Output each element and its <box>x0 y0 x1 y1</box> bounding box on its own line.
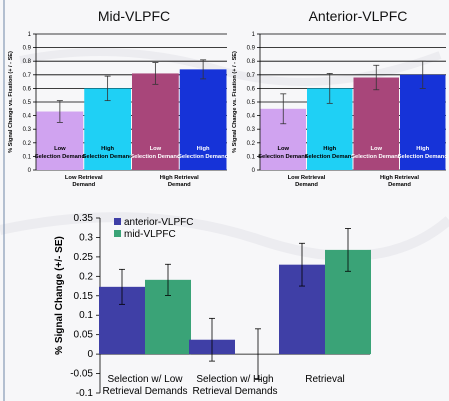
y-tick-label: 0.1 <box>247 154 256 160</box>
y-tick-label: 0.25 <box>74 252 94 263</box>
y-tick-label: 0.2 <box>79 271 93 282</box>
bar-label: Selection Demand <box>351 154 402 160</box>
group-label: Demand <box>72 182 95 188</box>
y-tick-label: 0.5 <box>23 100 32 106</box>
y-axis-label: % Signal Change vs. Fixation (+ / - SE) <box>232 51 238 153</box>
group-label: Demand <box>295 182 318 188</box>
bar-label: High <box>323 146 336 152</box>
y-tick-label: 0.5 <box>247 100 256 106</box>
legend-label: mid-VLPFC <box>124 229 176 240</box>
bar-label: Selection Demand <box>305 154 356 160</box>
y-tick-label: 0.7 <box>23 73 32 79</box>
bar-label: Selection Demand <box>130 154 181 160</box>
y-tick-label: 0.6 <box>23 86 32 92</box>
group-label: Demand <box>168 182 191 188</box>
y-tick-label: 0.3 <box>247 127 256 133</box>
bar-label: High <box>197 146 210 152</box>
bar-label: Low <box>54 146 66 152</box>
bar-label: Selection Demand <box>82 154 133 160</box>
y-tick-label: 0.8 <box>23 59 32 65</box>
comparison-chart: 0.35 0.3 0.25 0.2 0.15 0.1 0.05 0 -0.05 -0.1 % Sig… <box>54 213 371 398</box>
group-label: High Retrieval <box>160 175 199 181</box>
mid-vlpfc-chart: 0 0.1 0.2 0.3 0.4 0.5 0.6 0.7 0.8 0.9 1 % Signal Ch… <box>8 32 229 188</box>
y-tick-label: 0 <box>28 168 32 174</box>
bar-label: Low <box>150 146 162 152</box>
bar-label: High <box>101 146 114 152</box>
x-tick-label: Selection w/ Low <box>107 374 183 385</box>
y-tick-label: 0.6 <box>247 86 256 92</box>
x-tick-label: Selection w/ High <box>196 374 273 385</box>
y-tick-label: 0.3 <box>79 232 93 243</box>
bar-label: Low <box>277 146 289 152</box>
y-tick-label: 0 <box>87 349 93 360</box>
y-tick-label: 0.8 <box>247 59 256 65</box>
x-tick-label: Retrieval Demands <box>102 386 187 397</box>
x-tick-label: Retrieval Demands <box>192 386 277 397</box>
y-tick-label: -0.1 <box>76 388 94 398</box>
group-label: High Retrieval <box>380 175 419 181</box>
bar <box>400 74 446 170</box>
bar <box>84 88 131 170</box>
y-tick-label: 0.15 <box>74 291 94 302</box>
y-tick-label: 0.05 <box>74 330 94 341</box>
y-tick-label: 0.7 <box>247 73 256 79</box>
y-tick-label: 0.9 <box>247 46 256 52</box>
anterior-vlpfc-chart: 0 0.1 0.2 0.3 0.4 0.5 0.6 0.7 0.8 0.9 1 % Signal Ch… <box>232 32 449 188</box>
bar-label: Selection Demand <box>258 154 309 160</box>
legend-swatch <box>114 218 121 225</box>
group-label: Low Retrieval <box>65 175 103 181</box>
y-tick-label: 0.2 <box>23 141 32 147</box>
y-tick-label: 0 <box>252 168 256 174</box>
y-tick-label: 0.35 <box>74 213 94 224</box>
legend-label: anterior-VLPFC <box>124 217 193 228</box>
y-tick-label: 0.4 <box>247 114 256 120</box>
y-tick-label: 0.1 <box>79 310 93 321</box>
bar-label: Selection Demand <box>398 154 449 160</box>
y-tick-label: 0.1 <box>23 154 32 160</box>
group-label: Demand <box>388 182 411 188</box>
bar-label: Selection Demand <box>35 154 86 160</box>
y-axis-label: % Signal Change (+/- SE) <box>54 236 65 355</box>
bar-label: Selection Demand <box>178 154 229 160</box>
bar <box>132 73 179 170</box>
y-axis-label: % Signal Change vs. Fixation (+ / - SE) <box>8 51 14 153</box>
group-label: Low Retrieval <box>288 175 326 181</box>
bar-label: Low <box>370 146 382 152</box>
anterior-vlpfc-title: Anterior-VLPFC <box>308 8 408 24</box>
bar <box>353 77 399 170</box>
y-tick-label: 1 <box>252 32 256 38</box>
legend-swatch <box>114 230 121 237</box>
y-tick-label: 0.3 <box>23 127 32 133</box>
y-tick-label: 0.9 <box>23 46 32 52</box>
mid-vlpfc-title: Mid-VLPFC <box>97 8 171 24</box>
bar-label: High <box>416 146 429 152</box>
y-tick-label: 0.4 <box>23 114 32 120</box>
y-tick-label: -0.05 <box>70 369 93 380</box>
y-tick-label: 0.2 <box>247 141 256 147</box>
bar <box>179 69 227 170</box>
y-tick-label: 1 <box>28 32 32 38</box>
x-tick-label: Retrieval <box>305 374 344 385</box>
